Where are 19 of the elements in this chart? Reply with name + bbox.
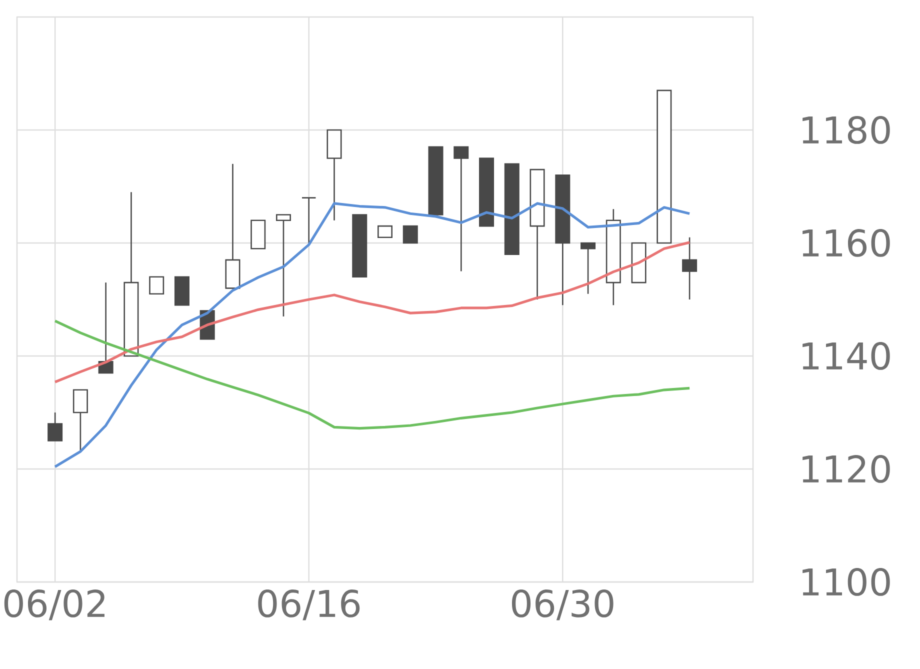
candlestick [276, 214, 291, 318]
x-tick-label: 06/16 [258, 590, 360, 620]
y-tick-label: 1160 [802, 229, 890, 257]
y-tick-label: 1140 [802, 342, 890, 370]
candlestick [48, 412, 63, 442]
candlestick [682, 236, 698, 300]
y-tick-label: 1180 [802, 116, 890, 144]
y-tick-label: 1120 [802, 455, 890, 483]
candlestick [378, 225, 393, 238]
x-tick-label: 06/30 [512, 590, 614, 620]
candlestick [72, 389, 88, 453]
line-series [54, 202, 691, 468]
candlestick [454, 146, 469, 272]
x-tick-label: 06/02 [4, 590, 104, 620]
candlestick [301, 197, 316, 244]
candlestick [402, 225, 418, 244]
y-tick-label: 1100 [802, 568, 890, 596]
candlestick [580, 242, 596, 294]
candlestick [149, 276, 164, 294]
